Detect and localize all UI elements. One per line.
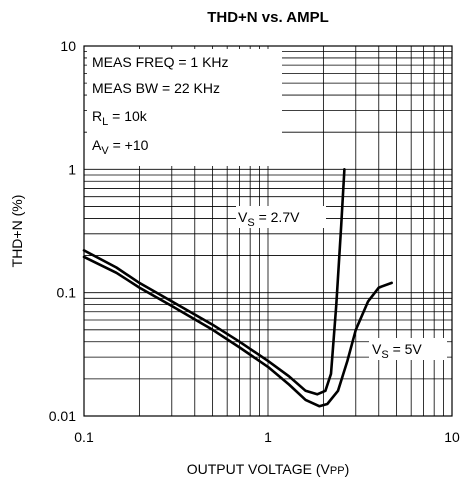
series-label-main: V	[372, 341, 382, 357]
chart-title: THD+N vs. AMPL	[207, 9, 329, 26]
series-label-bg	[369, 338, 447, 360]
series-layer	[82, 168, 394, 408]
x-axis-label-main: OUTPUT VOLTAGE (V	[187, 461, 331, 477]
x-tick-label: 0.1	[74, 429, 94, 445]
series-label-1: VS = 2.7V	[238, 209, 300, 229]
series-label-rest: = 2.7V	[255, 209, 300, 225]
plot-frame	[83, 45, 453, 417]
x-axis-label-sub: PP	[330, 465, 345, 477]
x-axis-label: OUTPUT VOLTAGE (VPP)	[187, 461, 350, 477]
y-tick-label: 0.1	[57, 285, 77, 301]
annotation-sub: L	[102, 116, 108, 128]
series-label-2: VS = 5V	[372, 341, 422, 361]
annotation-line: RL = 10k	[92, 108, 148, 128]
y-tick-label: 10	[60, 38, 76, 54]
x-axis-label-end: )	[345, 461, 350, 477]
series-label-sub: S	[381, 349, 388, 361]
annotation-box: MEAS FREQ = 1 KHz MEAS BW = 22 KHz RL = 10…	[92, 54, 229, 157]
annotation-main: R	[92, 108, 102, 124]
annotation-rest: = 10k	[108, 108, 148, 124]
series-label-main: V	[238, 209, 248, 225]
y-tick-label: 0.01	[49, 408, 76, 424]
annotation-sub: V	[101, 145, 109, 157]
series-label-rest: = 5V	[389, 341, 423, 357]
annotation-line: MEAS FREQ = 1 KHz	[92, 54, 229, 70]
x-tick-label: 1	[264, 429, 272, 445]
tick-labels: 0.1 1 10 0.01 0.1 1 10	[49, 38, 460, 445]
annotation-main: A	[92, 137, 102, 153]
series-label-sub: S	[247, 217, 254, 229]
annotation-box-bg	[87, 49, 282, 166]
series-line-2	[82, 255, 394, 408]
annotation-line: MEAS BW = 22 KHz	[92, 80, 220, 96]
y-tick-label: 1	[68, 161, 76, 177]
series-label-bg	[236, 206, 326, 228]
annotation-rest: = +10	[109, 137, 149, 153]
y-axis-label: THD+N (%)	[9, 195, 25, 268]
series-line-1	[82, 168, 346, 396]
annotation-line: AV = +10	[92, 137, 149, 157]
x-tick-label: 10	[444, 429, 460, 445]
